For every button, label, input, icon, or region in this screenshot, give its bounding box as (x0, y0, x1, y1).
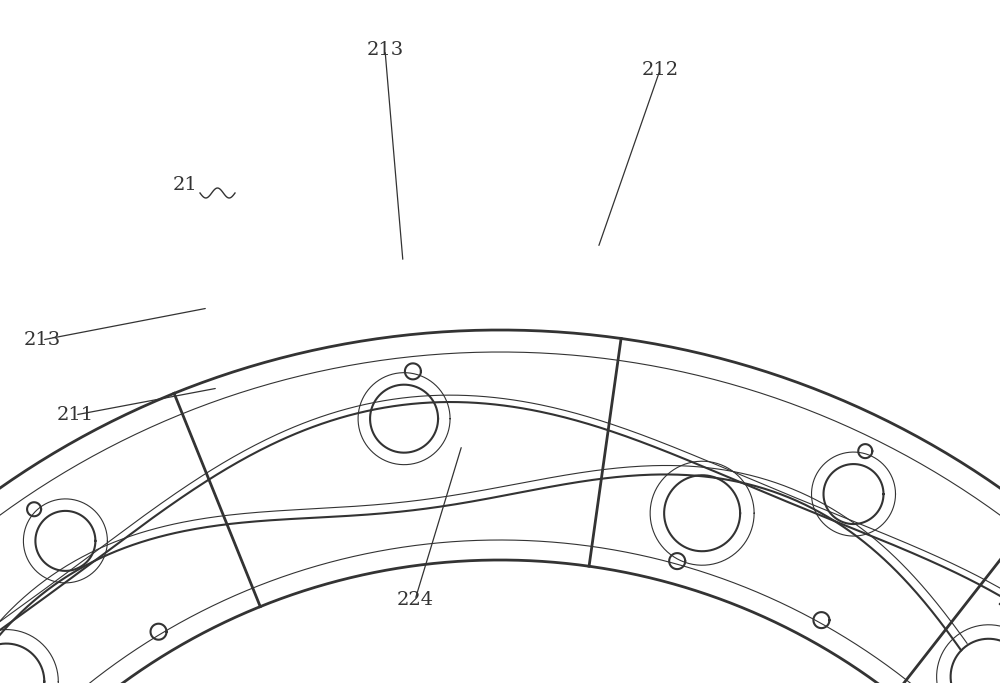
Text: 211: 211 (56, 406, 94, 424)
Text: 224: 224 (396, 591, 434, 609)
Text: 213: 213 (366, 41, 404, 59)
Text: 212: 212 (641, 61, 679, 79)
Text: 213: 213 (23, 331, 61, 349)
Text: 21: 21 (173, 176, 197, 194)
